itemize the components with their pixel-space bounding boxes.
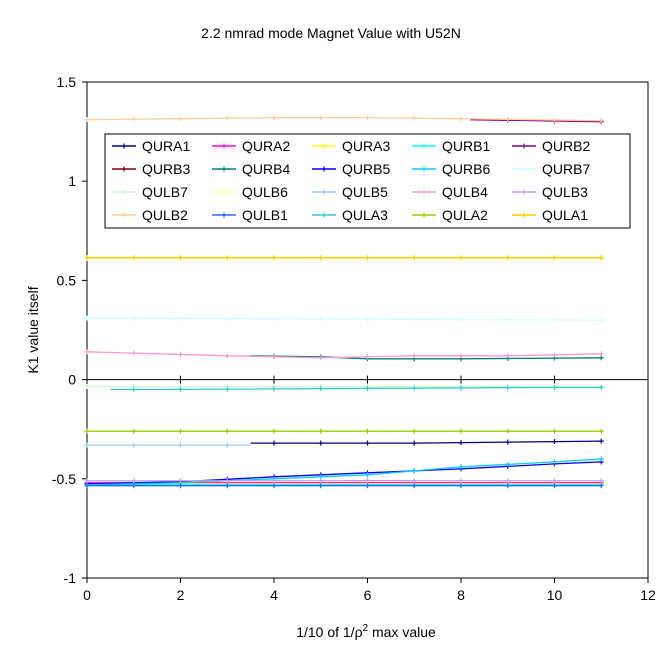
legend-entry-qulb3: QULB3 [512,184,588,200]
y-tick-label: -0.5 [52,471,76,487]
y-tick-label: 1 [68,173,76,189]
legend-label: QURB1 [442,138,490,154]
series-qulb5 [84,442,251,448]
legend-entry-qurb7: QURB7 [512,161,590,177]
x-axis-label-main: 1/10 of 1/ρ [296,624,362,640]
series-lines [84,115,604,489]
legend-entry-qurb6: QURB6 [412,161,490,177]
legend-entry-qulb5: QULB5 [312,184,388,200]
legend-label: QULB6 [242,184,288,200]
legend-box [104,133,631,229]
x-axis-label-rest: max value [368,624,436,640]
legend-entry-qurb3: QURB3 [112,161,190,177]
legend-entries: QURA1 QURA2 QURA3 QURB1 QURB2 QURB3 QURB4 QURB5… [112,138,590,223]
legend-entry-qura1: QURA1 [112,138,190,154]
y-tick-label: 0.5 [57,272,77,288]
series-qulb2 [84,115,604,124]
legend-label: QULA3 [342,207,388,223]
legend-label: QULA2 [442,207,488,223]
series-line-qurb7 [86,317,602,321]
legend-entry-qurb5: QURB5 [312,161,390,177]
legend-label: QULB2 [142,207,188,223]
legend-entry-qurb2: QURB2 [512,138,590,154]
legend-entry-qula2: QULA2 [412,207,488,223]
legend-entry-qurb1: QURB1 [412,138,490,154]
legend-label: QURB3 [142,161,190,177]
x-tick-label: 12 [640,587,656,603]
legend-label: QURB2 [542,138,590,154]
series-qura1 [250,438,604,446]
y-axis-label: K1 value itself [25,286,41,373]
legend-label: QULB4 [442,184,488,200]
y-ticks: -1 -0.5 0 0.5 1 1.5 [52,74,87,586]
chart-title: 2.2 nmrad mode Magnet Value with U52N [201,25,461,41]
series-line-qurb6 [86,458,602,486]
x-tick-label: 2 [177,587,185,603]
legend-label: QURB4 [242,161,290,177]
legend-entry-qulb4: QULB4 [412,184,488,200]
legend-label: QULB7 [142,184,188,200]
y-tick-label: -1 [64,570,77,586]
series-qurb7 [84,315,604,323]
legend-entry-qura3: QURA3 [312,138,390,154]
legend-label: QURA2 [242,138,290,154]
legend-entry-qurb4: QURB4 [212,161,290,177]
series-qula2 [84,428,604,434]
legend-entry-qulb1: QULB1 [212,207,288,223]
x-tick-label: 8 [457,587,465,603]
legend-entry-qula1: QULA1 [512,207,588,223]
legend-entry-qulb2: QULB2 [112,207,188,223]
x-tick-label: 6 [364,587,372,603]
legend-label: QURB5 [342,161,390,177]
x-tick-label: 10 [547,587,563,603]
x-axis-label-superscript: 2 [363,623,369,634]
legend-entry-qula3: QULA3 [312,207,388,223]
series-qula3 [110,385,604,393]
series-qulb4 [84,349,604,361]
legend-entry-qulb6: QULB6 [212,184,288,200]
series-qulb3 [84,478,604,484]
x-tick-label: 0 [83,587,91,603]
legend-label: QULB1 [242,207,288,223]
legend-label: QURA3 [342,138,390,154]
legend-entry-qura2: QURA2 [212,138,290,154]
legend-label: QURB7 [542,161,590,177]
series-qula1 [84,255,604,261]
legend-label: QURB6 [442,161,490,177]
y-tick-label: 1.5 [57,74,77,90]
x-tick-label: 4 [270,587,278,603]
legend-label: QURA1 [142,138,190,154]
legend-entry-qulb7: QULB7 [112,184,188,200]
legend-label: QULA1 [542,207,588,223]
series-qulb1 [84,483,604,489]
legend-label: QULB3 [542,184,588,200]
x-ticks: 0 2 4 6 8 10 12 [83,375,656,603]
y-tick-label: 0 [68,372,76,388]
series-line-qurb2 [470,119,602,123]
legend: QURA1 QURA2 QURA3 QURB1 QURB2 QURB3 QURB4 QURB5… [104,133,631,229]
x-axis-label: 1/10 of 1/ρ2 max value [296,623,436,640]
legend-label: QULB5 [342,184,388,200]
